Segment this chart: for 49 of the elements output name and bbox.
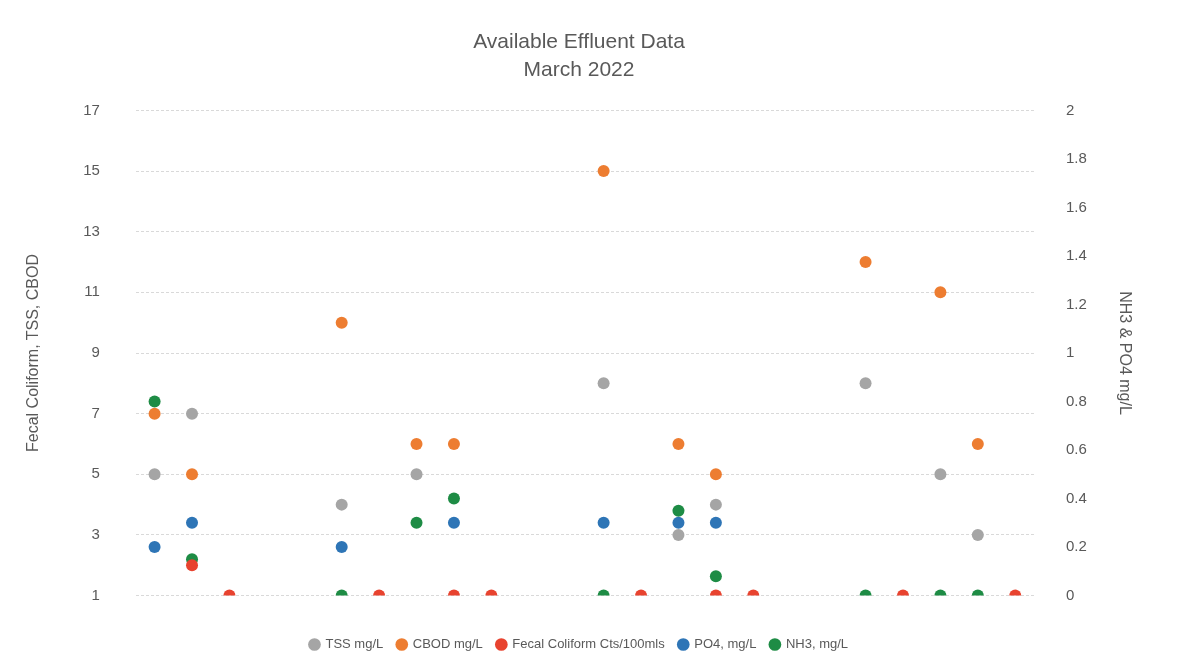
y-tick-label: 1: [91, 585, 100, 603]
point: [186, 468, 199, 481]
y2-tick-label: 0: [1065, 585, 1075, 603]
y2-tick-label: 1.8: [1065, 149, 1087, 167]
y2-tick-label: 0.8: [1065, 391, 1087, 409]
chart-subtitle: March 2022: [523, 56, 635, 80]
point: [672, 437, 685, 450]
chart-title: Available Effluent Data: [473, 29, 686, 53]
y-tick-label: 7: [91, 403, 100, 421]
y-tick-label: 15: [83, 161, 100, 179]
y-tick-label: 17: [83, 100, 100, 118]
point: [148, 468, 161, 481]
y-tick-label: 13: [83, 221, 100, 239]
legend-label: NH3, mg/L: [785, 636, 849, 652]
legend-label: PO4, mg/L: [694, 636, 757, 652]
y2-tick-label: 0.2: [1065, 537, 1087, 555]
point: [971, 528, 984, 541]
y-tick-label: 3: [91, 525, 100, 543]
y-tick-label: 11: [84, 282, 100, 300]
y2-tick-label: 0.6: [1065, 440, 1087, 458]
point: [597, 377, 610, 390]
y2-tick-label: 1: [1065, 343, 1075, 361]
point: [410, 468, 423, 481]
y-tick-label: 9: [91, 343, 100, 361]
point: [335, 498, 348, 511]
legend-label: CBOD mg/L: [412, 636, 483, 652]
point: [709, 498, 722, 511]
point: [447, 437, 460, 450]
point: [971, 437, 984, 450]
y2-tick-label: 0.4: [1065, 488, 1087, 506]
point: [672, 528, 685, 541]
legend-label: TSS mg/L: [325, 636, 384, 652]
point: [859, 256, 872, 269]
legend-label: Fecal Coliform Cts/100mls: [512, 636, 666, 652]
point: [934, 468, 947, 481]
point: [148, 407, 161, 420]
point: [859, 377, 872, 390]
y2-axis-title: NH3 & PO4 mg/L: [1116, 291, 1134, 415]
point: [186, 407, 199, 420]
y2-tick-label: 2: [1065, 100, 1075, 118]
point: [934, 286, 947, 299]
y2-tick-label: 1.2: [1065, 294, 1087, 312]
point: [410, 437, 423, 450]
y-tick-label: 5: [91, 464, 100, 482]
y2-tick-label: 1.4: [1065, 246, 1087, 264]
y-axis-title: Fecal Coliform, TSS, CBOD: [24, 254, 42, 452]
point: [335, 316, 348, 329]
y2-tick-label: 1.6: [1065, 197, 1087, 215]
point: [709, 468, 722, 481]
